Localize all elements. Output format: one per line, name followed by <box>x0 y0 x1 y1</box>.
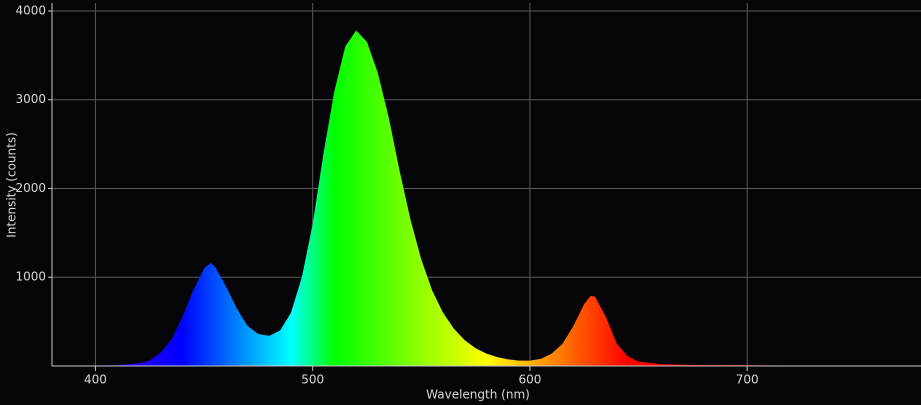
y-tick-label: 1000 <box>15 270 46 284</box>
y-axis-label: Intensity (counts) <box>5 132 19 238</box>
x-tick-label: 400 <box>84 373 107 387</box>
x-tick-label: 700 <box>736 373 759 387</box>
y-tick-label: 4000 <box>15 3 46 17</box>
x-tick-label: 600 <box>518 373 541 387</box>
y-tick-label: 2000 <box>15 181 46 195</box>
x-tick-label: 500 <box>301 373 324 387</box>
spectrum-area <box>95 30 921 366</box>
x-axis-label: Wavelength (nm) <box>426 388 530 402</box>
y-tick-label: 3000 <box>15 92 46 106</box>
